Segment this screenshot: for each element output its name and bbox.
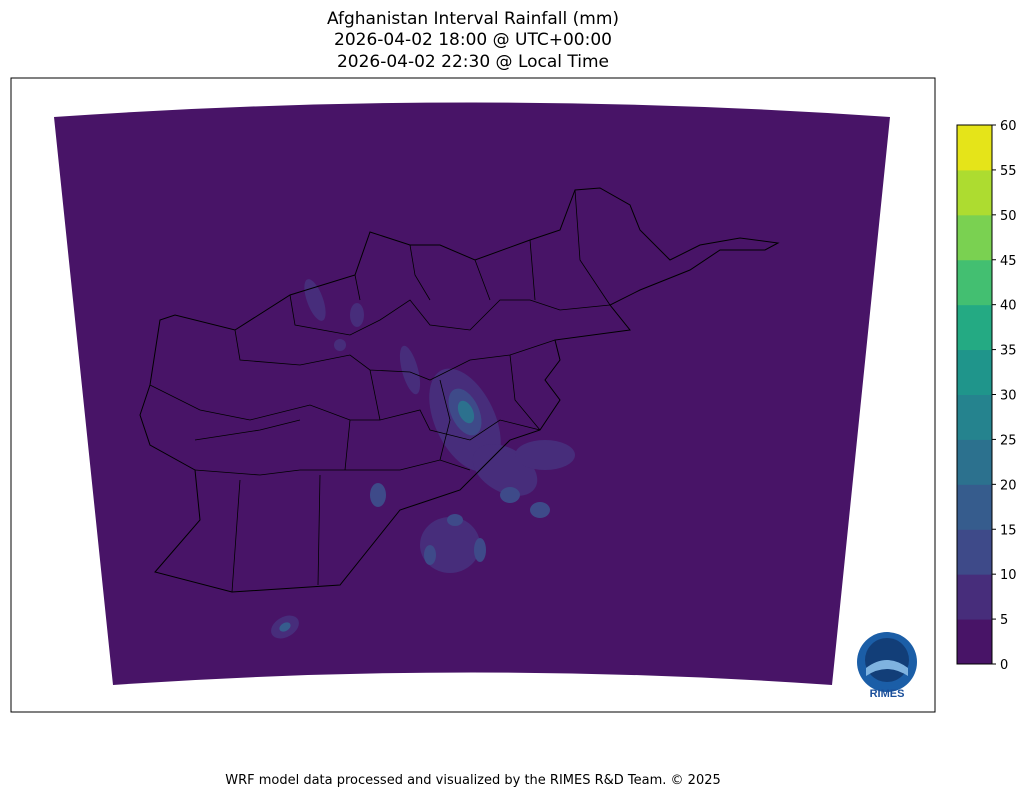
rimes-logo: RIMES [857,632,917,700]
colorbar-bin [957,214,992,261]
colorbar-bin [957,484,992,530]
rainfall-contour [457,400,475,424]
province-borders [149,189,611,593]
afghanistan-border [139,187,780,593]
colorbar-tick-label: 45 [1000,254,1017,269]
map-subtitle-local: 2026-04-02 22:30 @ Local Time [336,52,610,72]
rainfall-contour [279,622,291,632]
colorbar-bin [957,439,992,485]
rainfall-contour [515,440,575,470]
logo-text: RIMES [870,688,905,700]
map-subtitle-utc: 2026-04-02 18:00 @ UTC+00:00 [334,30,612,50]
colorbar-tick-label: 60 [1000,119,1017,134]
colorbar-bin [957,169,992,216]
rainfall-contour [474,538,486,562]
rainfall-contour [304,279,326,321]
rainfall-contour [530,502,550,518]
rainfall-contour [447,514,463,526]
rainfall-contour [500,487,520,503]
colorbar-bin [957,349,992,395]
rainfall-contour [370,483,386,507]
rainfall-contour [399,345,421,395]
colorbar: 0 5 10 15 20 25 30 35 40 45 50 55 60 [956,119,1017,673]
colorbar-tick-label: 15 [1000,523,1017,538]
colorbar-tick-label: 50 [1000,209,1017,224]
colorbar-tick-label: 55 [1000,164,1017,179]
colorbar-bin [957,529,992,575]
colorbar-bin [957,304,992,351]
rainfall-contour [424,545,436,565]
map-title: Afghanistan Interval Rainfall (mm) [326,9,620,29]
rainfall-contours [271,279,575,639]
colorbar-tick-label: 20 [1000,478,1017,493]
colorbar-bin [957,394,992,440]
colorbar-bin [957,125,992,171]
colorbar-bin [957,619,992,665]
colorbar-tick-label: 5 [1000,613,1008,628]
colorbar-tick-label: 30 [1000,389,1017,404]
rainfall-contour [334,339,346,351]
colorbar-tick-label: 0 [1000,658,1008,673]
colorbar-tick-label: 25 [1000,433,1017,448]
colorbar-tick-label: 10 [1000,568,1017,583]
rainfall-contour [350,303,364,327]
footer-credit: WRF model data processed and visualized … [225,773,721,788]
colorbar-bin [957,259,992,306]
colorbar-tick-label: 35 [1000,344,1017,359]
colorbar-tick-label: 40 [1000,299,1017,314]
colorbar-bin [957,574,992,620]
